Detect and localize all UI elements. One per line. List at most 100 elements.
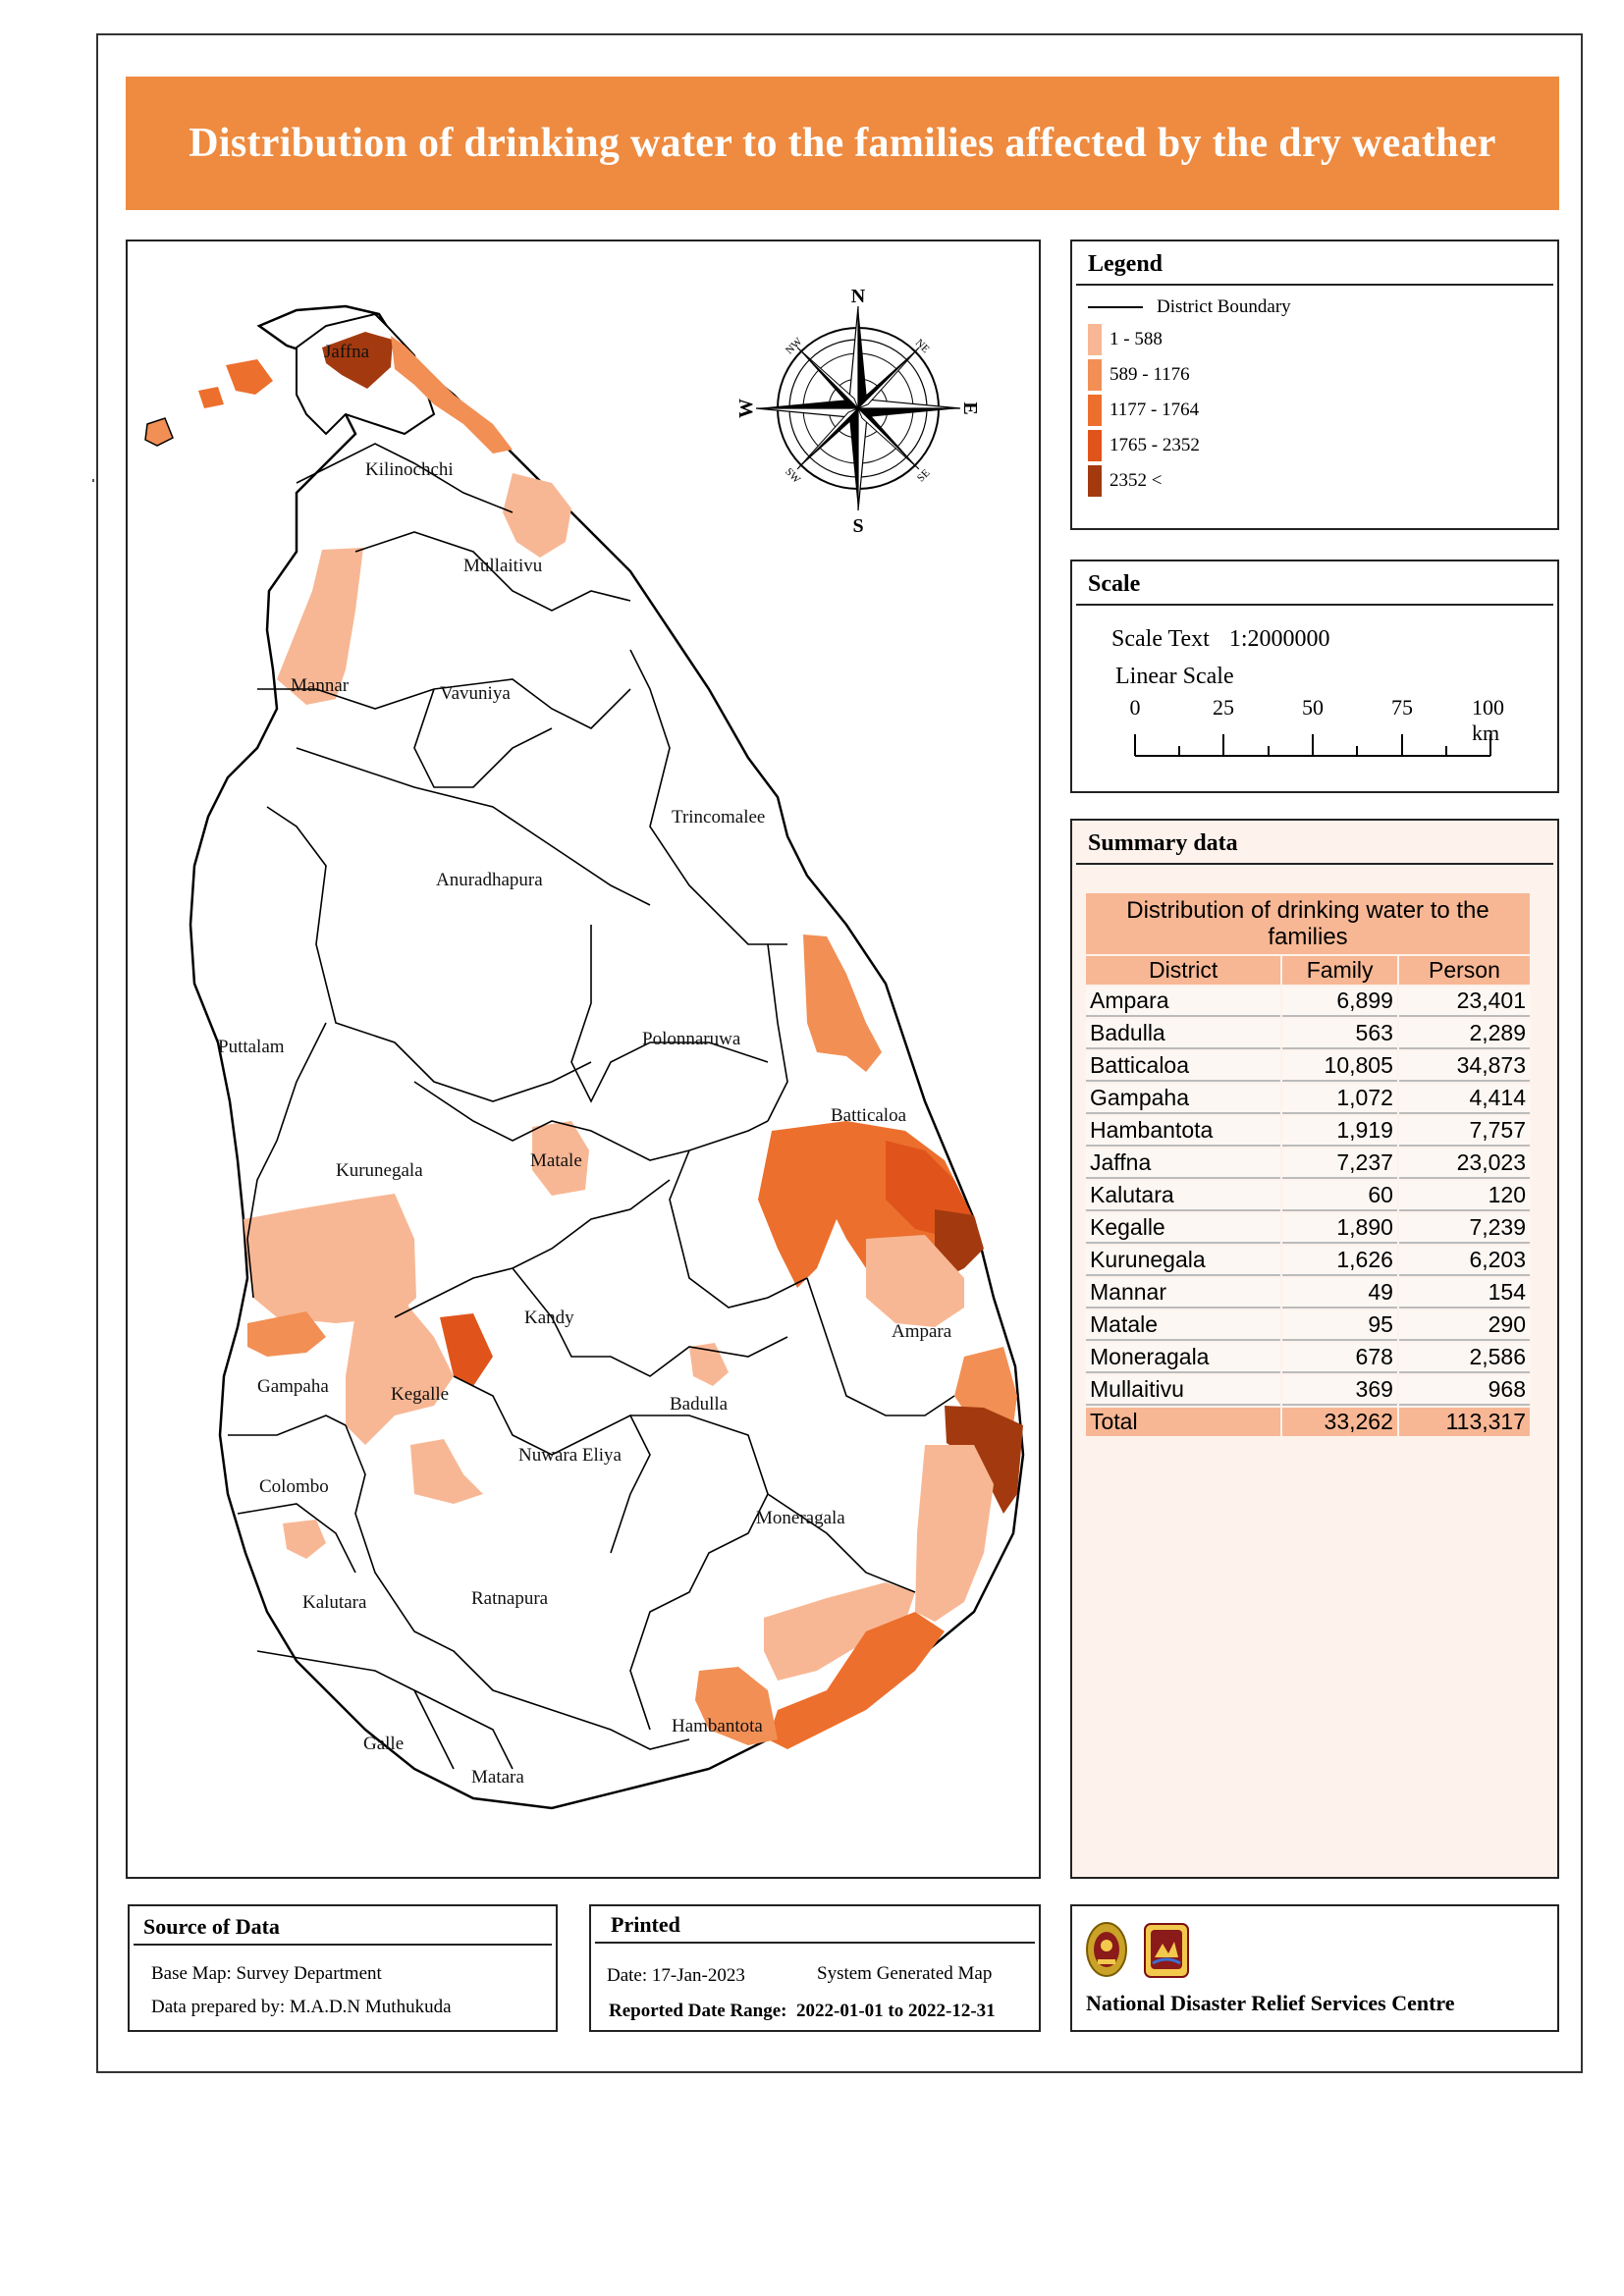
summary-rule	[1076, 863, 1553, 865]
district-cell: Moneragala	[1086, 1343, 1281, 1373]
district-cell: Gampaha	[1086, 1084, 1281, 1114]
compass-w: W	[735, 399, 757, 418]
jaffna-west-islet	[144, 417, 174, 447]
legend-swatch-5	[1088, 465, 1102, 497]
compass-se: SE	[915, 467, 933, 485]
table-row: Mannar 49 154	[1086, 1278, 1530, 1308]
compass-e: E	[959, 401, 981, 414]
scale-text-row: Scale Text 1:2000000	[1111, 626, 1330, 653]
island-outline	[189, 304, 1025, 1810]
hambantota-west-shade	[695, 1667, 778, 1745]
table-row: Moneragala 678 2,586	[1086, 1343, 1530, 1373]
organization-panel: National Disaster Relief Services Centre	[1070, 1904, 1559, 2032]
summary-table: Distribution of drinking water to the fa…	[1084, 891, 1532, 1438]
summary-table-caption: Distribution of drinking water to the fa…	[1086, 893, 1530, 954]
legend-swatch-4	[1088, 430, 1102, 461]
table-row: Kurunegala 1,626 6,203	[1086, 1246, 1530, 1276]
label-puttalam: Puttalam	[218, 1037, 285, 1057]
sri-lanka-map: N S E W NE NW SE SW Jaffna Kilinochchi M…	[144, 286, 1025, 1810]
legend-class-2-label: 589 - 1176	[1110, 364, 1190, 385]
scale-heading: Scale	[1088, 571, 1141, 597]
scale-tick-0: 0	[1129, 695, 1141, 720]
person-cell: 120	[1398, 1181, 1530, 1211]
district-cell: Ampara	[1086, 987, 1281, 1017]
person-cell: 6,203	[1398, 1246, 1530, 1276]
person-cell: 34,873	[1398, 1051, 1530, 1082]
compass-nw: NW	[784, 336, 805, 357]
person-cell: 290	[1398, 1310, 1530, 1341]
stray-mark	[92, 479, 94, 482]
jaffna-shade	[322, 332, 393, 389]
label-moneragala: Moneragala	[756, 1508, 845, 1528]
label-polonnaruwa: Polonnaruwa	[642, 1029, 741, 1049]
ampara-mid-shade	[954, 1347, 1017, 1425]
label-jaffna: Jaffna	[324, 342, 370, 362]
person-cell: 154	[1398, 1278, 1530, 1308]
printed-date: Date: 17-Jan-2023	[607, 1965, 745, 1986]
scale-rule	[1076, 604, 1553, 606]
printed-panel: Printed Date: 17-Jan-2023 System Generat…	[589, 1904, 1041, 2032]
label-colombo: Colombo	[259, 1476, 329, 1497]
jaffna-islet-2	[198, 387, 224, 408]
printed-heading: Printed	[611, 1912, 680, 1937]
label-ratnapura: Ratnapura	[471, 1588, 549, 1609]
compass-sw: SW	[783, 466, 803, 487]
map-panel: N S E W NE NW SE SW Jaffna Kilinochchi M…	[126, 240, 1041, 1879]
legend-class-4-label: 1765 - 2352	[1110, 435, 1200, 455]
person-cell: 7,239	[1398, 1213, 1530, 1244]
district-cell: Kalutara	[1086, 1181, 1281, 1211]
family-cell: 563	[1282, 1019, 1397, 1049]
family-cell: 1,890	[1282, 1213, 1397, 1244]
moneragala-shade	[764, 1582, 915, 1681]
table-row: Batticaloa 10,805 34,873	[1086, 1051, 1530, 1082]
mullaitivu-shade	[503, 473, 571, 558]
legend-class-1-label: 1 - 588	[1110, 329, 1163, 349]
printed-range-value: 2022-01-01 to 2022-12-31	[796, 2001, 996, 2021]
table-row: Kegalle 1,890 7,239	[1086, 1213, 1530, 1244]
label-mullaitivu: Mullaitivu	[463, 556, 543, 576]
legend-panel: Legend District Boundary 1 - 588 589 - 1…	[1070, 240, 1559, 530]
district-boundaries	[228, 443, 955, 1770]
scale-text-value: 1:2000000	[1228, 626, 1330, 652]
label-kilinochchi: Kilinochchi	[365, 459, 454, 480]
kegalle-shade	[346, 1302, 454, 1445]
badulla-shade	[689, 1343, 729, 1386]
ampara-south-shade	[915, 1445, 994, 1622]
compass-rose: N S E W NE NW SE SW	[735, 286, 981, 537]
batticaloa-north-shade	[803, 934, 882, 1072]
printed-range-label: Reported Date Range:	[609, 2001, 787, 2021]
label-batticaloa: Batticaloa	[831, 1105, 907, 1126]
scale-tick-50: 50	[1302, 695, 1324, 720]
legend-class-5-label: 2352 <	[1110, 470, 1163, 491]
col-person: Person	[1398, 956, 1530, 985]
legend-class-1: 1 - 588	[1088, 324, 1163, 355]
legend-class-4: 1765 - 2352	[1088, 430, 1200, 461]
jaffna-islands-shade	[226, 359, 273, 395]
table-row: Hambantota 1,919 7,757	[1086, 1116, 1530, 1147]
family-cell: 7,237	[1282, 1148, 1397, 1179]
label-kalutara: Kalutara	[302, 1592, 367, 1613]
person-cell: 968	[1398, 1375, 1530, 1406]
mannar-shade	[277, 548, 363, 705]
kandy-shade	[440, 1313, 493, 1386]
label-matale: Matale	[530, 1150, 582, 1171]
col-district: District	[1086, 956, 1281, 985]
family-cell: 60	[1282, 1181, 1397, 1211]
page-frame	[96, 33, 1583, 2073]
label-galle: Galle	[363, 1734, 404, 1754]
label-nuwara-eliya: Nuwara Eliya	[518, 1445, 623, 1466]
person-cell: 2,586	[1398, 1343, 1530, 1373]
district-cell: Mullaitivu	[1086, 1375, 1281, 1406]
ampara-north-shade	[866, 1235, 964, 1327]
table-row: Matale 95 290	[1086, 1310, 1530, 1341]
printed-rule	[595, 1942, 1035, 1944]
family-cell: 49	[1282, 1278, 1397, 1308]
table-row: Jaffna 7,237 23,023	[1086, 1148, 1530, 1179]
summary-panel: Summary data Distribution of drinking wa…	[1070, 819, 1559, 1879]
district-cell: Kegalle	[1086, 1213, 1281, 1244]
district-cell: Mannar	[1086, 1278, 1281, 1308]
family-cell: 10,805	[1282, 1051, 1397, 1082]
table-row: Kalutara 60 120	[1086, 1181, 1530, 1211]
family-cell: 678	[1282, 1343, 1397, 1373]
table-row: Mullaitivu 369 968	[1086, 1375, 1530, 1406]
